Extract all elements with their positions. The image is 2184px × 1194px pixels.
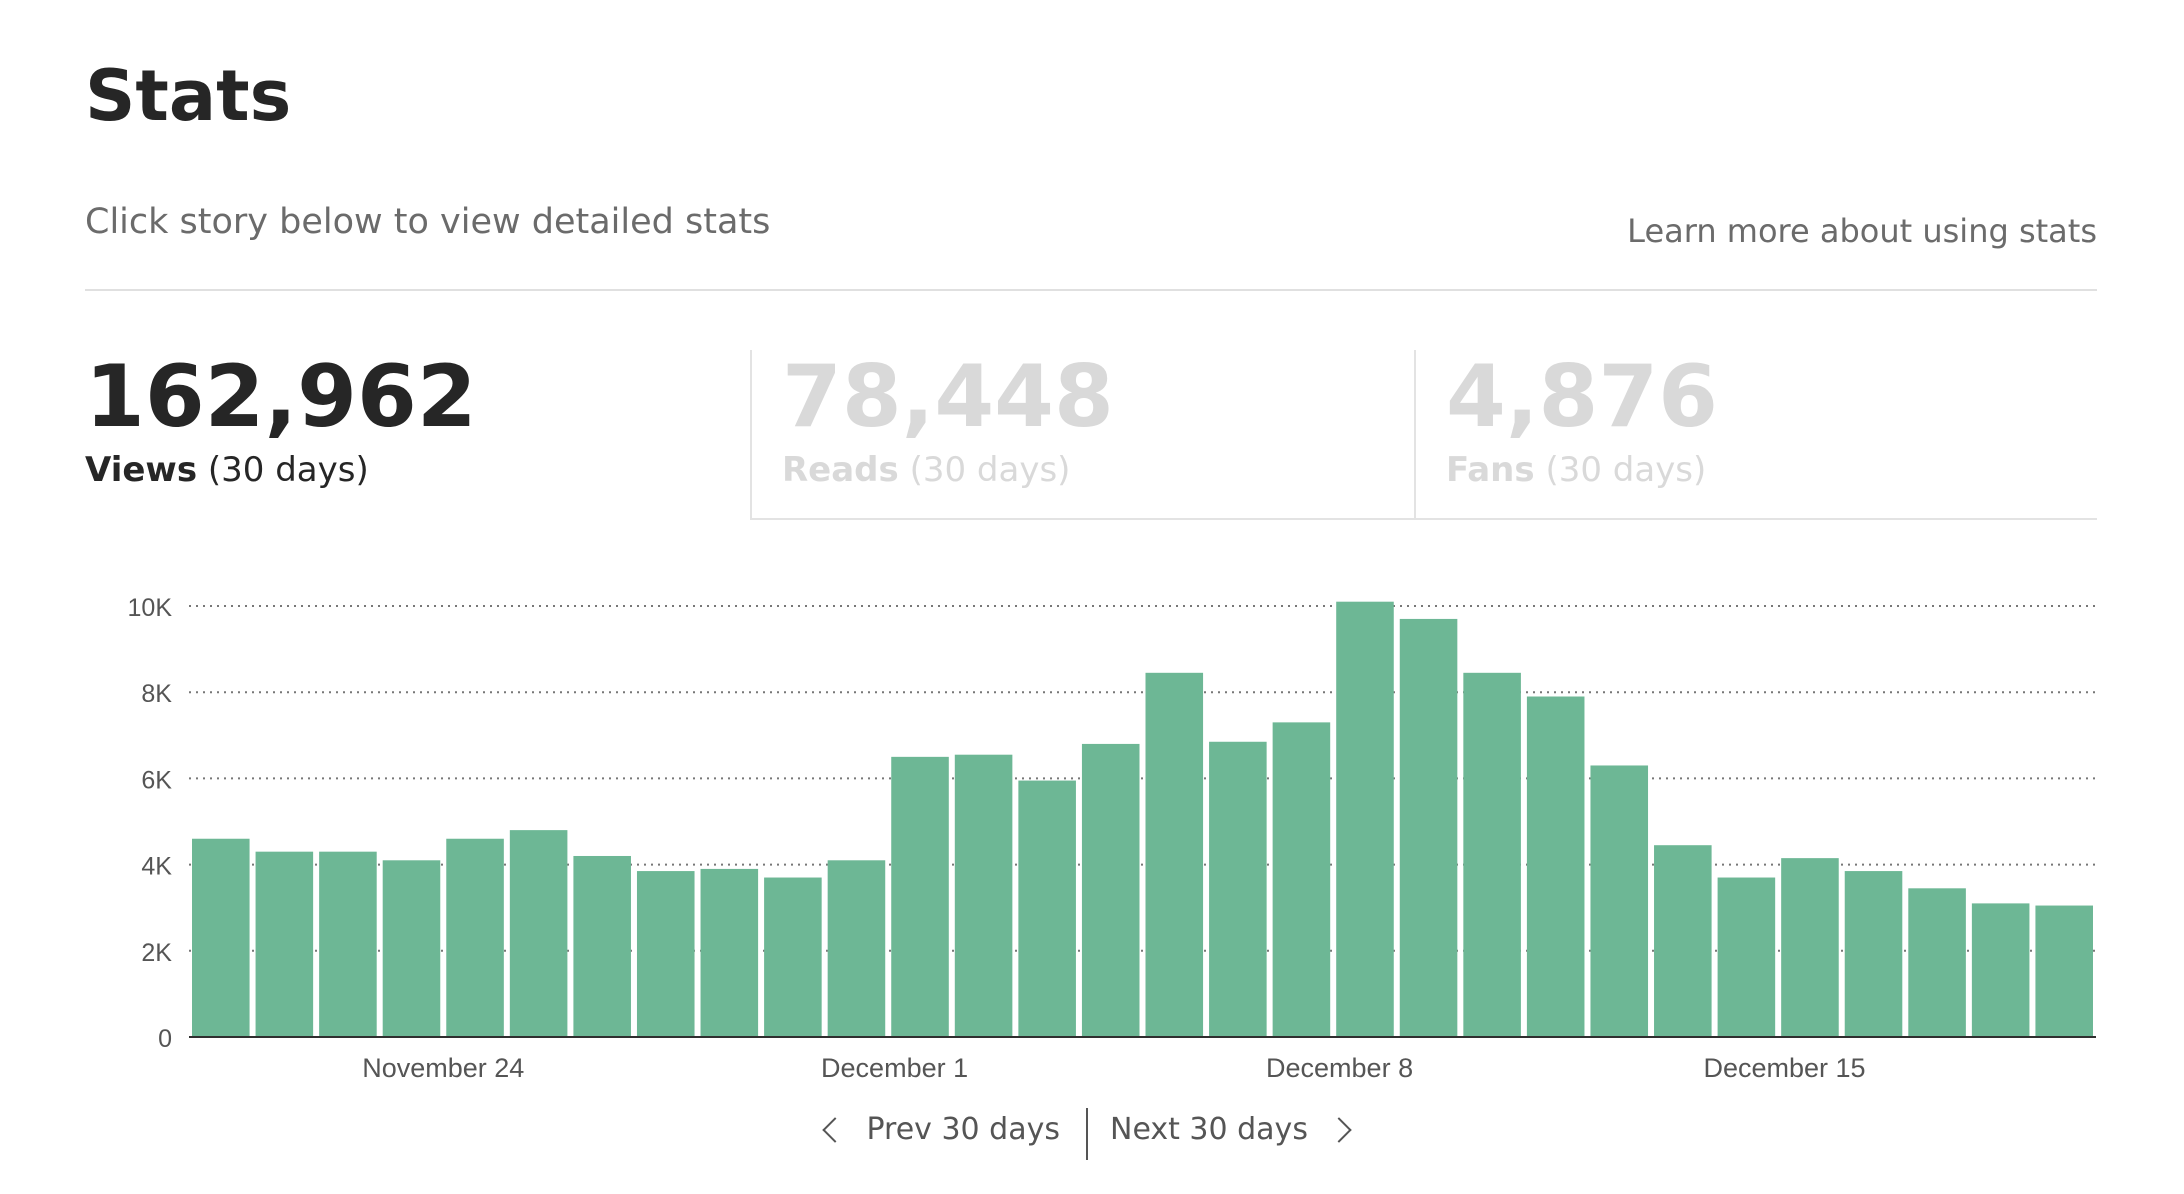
fans-count: 4,876	[1446, 347, 1719, 447]
bar	[382, 860, 441, 1037]
bar	[1908, 888, 1966, 1037]
reads-count: 78,448	[782, 347, 1114, 447]
bar	[1526, 696, 1585, 1037]
bar	[192, 838, 250, 1037]
bar	[891, 756, 949, 1037]
views-label: Views (30 days)	[85, 450, 369, 490]
pagination: Prev 30 days Next 30 days	[0, 1108, 2184, 1160]
fans-stat-tab[interactable]: 4,876 Fans (30 days)	[1414, 350, 2097, 520]
bar	[1399, 618, 1458, 1037]
chevron-right-icon	[1326, 1116, 1352, 1143]
fans-label: Fans (30 days)	[1446, 450, 1707, 490]
bar	[1145, 672, 1204, 1037]
bar	[509, 830, 568, 1037]
views-count: 162,962	[85, 347, 477, 447]
bar	[1272, 722, 1331, 1037]
bar	[2035, 905, 2093, 1037]
bar	[1717, 877, 1776, 1037]
bar	[1336, 601, 1394, 1037]
x-tick-label: December 15	[1703, 1053, 1865, 1080]
bar	[954, 754, 1013, 1037]
reads-stat-tab[interactable]: 78,448 Reads (30 days)	[750, 350, 1414, 520]
prev-30-days-button[interactable]: Prev 30 days	[818, 1112, 1060, 1147]
views-bar-chart: 0 2K 4K 6K 8K 10K November 24 December 1 Decembe…	[128, 594, 2096, 1080]
bar	[255, 851, 314, 1037]
bar	[1971, 903, 2030, 1037]
bar	[1781, 858, 1839, 1037]
header-divider	[85, 289, 2097, 291]
views-stat-tab[interactable]: 162,962 Views (30 days)	[85, 350, 750, 520]
bar	[1463, 672, 1521, 1037]
y-tick-label: 8K	[141, 680, 172, 708]
x-tick-label: December 1	[821, 1053, 968, 1080]
bar	[1081, 743, 1140, 1037]
y-tick-label: 0	[158, 1025, 172, 1053]
y-tick-label: 2K	[141, 939, 172, 967]
bar	[764, 877, 822, 1037]
bar	[1209, 741, 1267, 1037]
chevron-left-icon	[822, 1116, 849, 1143]
bar	[827, 860, 886, 1037]
y-tick-label: 6K	[141, 766, 172, 794]
x-tick-label: December 8	[1266, 1053, 1413, 1080]
bar	[1018, 780, 1076, 1037]
bar	[573, 855, 631, 1037]
bar	[636, 871, 695, 1037]
bar	[1654, 845, 1712, 1037]
bar	[1590, 765, 1649, 1037]
y-tick-label: 10K	[128, 594, 173, 622]
page-subtitle: Click story below to view detailed stats	[85, 202, 771, 242]
page-title: Stats	[85, 55, 292, 137]
pager-separator	[1086, 1108, 1088, 1160]
next-30-days-button[interactable]: Next 30 days	[1110, 1112, 1356, 1147]
next-30-days-label: Next 30 days	[1110, 1112, 1308, 1147]
bar	[1844, 871, 1903, 1037]
learn-more-link[interactable]: Learn more about using stats	[1627, 212, 2097, 250]
bar	[700, 868, 759, 1037]
reads-label: Reads (30 days)	[782, 450, 1071, 490]
x-tick-label: November 24	[362, 1053, 524, 1080]
bar	[446, 838, 504, 1037]
y-tick-label: 4K	[141, 853, 172, 881]
bar	[319, 851, 377, 1037]
prev-30-days-label: Prev 30 days	[866, 1112, 1060, 1147]
